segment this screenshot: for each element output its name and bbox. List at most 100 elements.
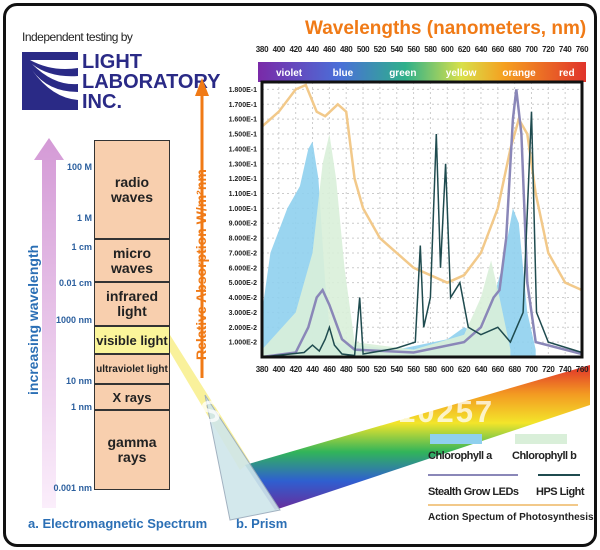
tick-label: 10 nm <box>65 376 92 386</box>
color-band-green: green <box>389 68 416 79</box>
x-tick-label: 440 <box>306 45 319 54</box>
logo-line: INC. <box>82 91 122 113</box>
independent-testing-label: Independent testing by <box>22 30 133 44</box>
series-action-spectum-of-photosynthesis <box>261 83 583 292</box>
color-band-red: red <box>559 68 575 79</box>
chart-title: Wavelengths (nanometers, nm) <box>305 18 587 39</box>
x-tick-label: 680 <box>508 45 521 54</box>
x-tick-label: 460 <box>323 365 336 374</box>
x-tick-label: 760 <box>576 45 589 54</box>
x-tick-label: 520 <box>374 45 387 54</box>
y-tick-label: 1.600E-1 <box>229 117 258 124</box>
series-chlorophyll-b <box>262 134 511 357</box>
x-tick-label: 680 <box>508 365 521 374</box>
x-tick-label: 620 <box>458 45 471 54</box>
x-tick-label: 580 <box>424 45 437 54</box>
x-tick-label: 540 <box>391 45 404 54</box>
x-tick-label: 740 <box>559 45 572 54</box>
color-band-bar <box>258 62 586 82</box>
x-tick-label: 720 <box>542 365 555 374</box>
plot-border <box>260 80 584 359</box>
x-tick-label: 760 <box>576 365 589 374</box>
y-tick-label: 1.000E-1 <box>229 206 258 213</box>
tick-label: 100 M <box>66 162 92 172</box>
x-tick-label: 600 <box>441 45 454 54</box>
y-tick-label: 5.000E-2 <box>229 280 258 287</box>
tick-label: 1 nm <box>70 402 92 412</box>
band-xrays: X rays <box>94 384 170 410</box>
legend-swatch-chlorophyll-b <box>515 434 567 444</box>
band-visible: visible light <box>94 326 170 354</box>
y-tick-label: 1.700E-1 <box>229 102 258 109</box>
frame <box>3 3 597 547</box>
color-band-yellow: yellow <box>446 68 477 79</box>
band-gamma: gamma rays <box>94 410 170 490</box>
series-stealth-grow-leds <box>261 89 583 359</box>
x-tick-label: 620 <box>458 365 471 374</box>
logo-line: LABORATORY <box>82 71 221 93</box>
x-tick-label: 420 <box>289 45 302 54</box>
tick-label: 1 cm <box>71 242 92 252</box>
x-tick-label: 480 <box>340 45 353 54</box>
y-tick-label: 7.000E-2 <box>229 250 258 257</box>
x-tick-label: 440 <box>306 365 319 374</box>
band-radio: radio waves <box>94 140 170 239</box>
band-infrared: infrared light <box>94 282 170 326</box>
increasing-wavelength-arrow-icon <box>34 138 64 508</box>
band-micro: micro waves <box>94 239 170 282</box>
y-tick-label: 1.400E-1 <box>229 146 258 153</box>
legend-chlorophyll-a: Chlorophyll a <box>428 450 492 462</box>
x-tick-label: 580 <box>424 365 437 374</box>
y-tick-label: 1.300E-1 <box>229 161 258 168</box>
logo-line: LIGHT <box>82 51 142 73</box>
y-tick-label: 1.500E-1 <box>229 132 258 139</box>
x-tick-label: 500 <box>357 45 370 54</box>
x-tick-label: 600 <box>441 365 454 374</box>
x-tick-label: 640 <box>475 45 488 54</box>
x-tick-label: 560 <box>407 45 420 54</box>
y-tick-label: 1.000E-2 <box>229 340 258 347</box>
x-tick-label: 380 <box>256 45 269 54</box>
x-tick-label: 640 <box>475 365 488 374</box>
band-ultraviolet: ultraviolet light <box>94 354 170 384</box>
x-tick-label: 420 <box>289 365 302 374</box>
legend-line-led <box>428 474 518 476</box>
legend-chlorophyll-b: Chlorophyll b <box>512 450 577 462</box>
relative-absorption-arrow-icon <box>195 78 209 378</box>
y-tick-label: 2.000E-2 <box>229 325 258 332</box>
series-hps-light <box>261 111 583 358</box>
y-tick-label: 9.000E-2 <box>229 221 258 228</box>
tick-label: 0.001 nm <box>53 483 92 493</box>
x-tick-label: 700 <box>525 365 538 374</box>
y-tick-label: 1.100E-1 <box>229 191 258 198</box>
color-band-blue: blue <box>333 68 354 79</box>
x-tick-label: 400 <box>273 365 286 374</box>
x-tick-label: 540 <box>391 365 404 374</box>
x-tick-label: 460 <box>323 45 336 54</box>
x-tick-label: 740 <box>559 365 572 374</box>
y-tick-label: 6.000E-2 <box>229 265 258 272</box>
legend-led: Stealth Grow LEDs <box>428 486 519 498</box>
x-tick-label: 660 <box>492 45 505 54</box>
x-tick-label: 400 <box>273 45 286 54</box>
color-band-violet: violet <box>276 68 303 79</box>
legend-hps: HPS Light <box>536 486 585 498</box>
y-tick-label: 1.200E-1 <box>229 176 258 183</box>
tick-label: 1000 nm <box>55 315 92 325</box>
tick-label: 0.01 cm <box>58 278 92 288</box>
light-lab-logo-icon <box>22 52 78 110</box>
legend-line-hps <box>538 474 580 476</box>
legend-swatch-chlorophyll-a <box>430 434 482 444</box>
y-tick-label: 1.800E-1 <box>229 87 258 94</box>
tick-label: 1 M <box>76 213 92 223</box>
y-tick-label: 3.000E-2 <box>229 310 258 317</box>
x-tick-label: 700 <box>525 45 538 54</box>
x-tick-label: 720 <box>542 45 555 54</box>
color-band-orange: orange <box>502 68 536 79</box>
legend-line-action <box>428 504 578 506</box>
logo-text: LIGHT LABORATORY INC. <box>82 52 221 112</box>
x-tick-label: 480 <box>340 365 353 374</box>
x-tick-label: 560 <box>407 365 420 374</box>
x-tick-label: 520 <box>374 365 387 374</box>
